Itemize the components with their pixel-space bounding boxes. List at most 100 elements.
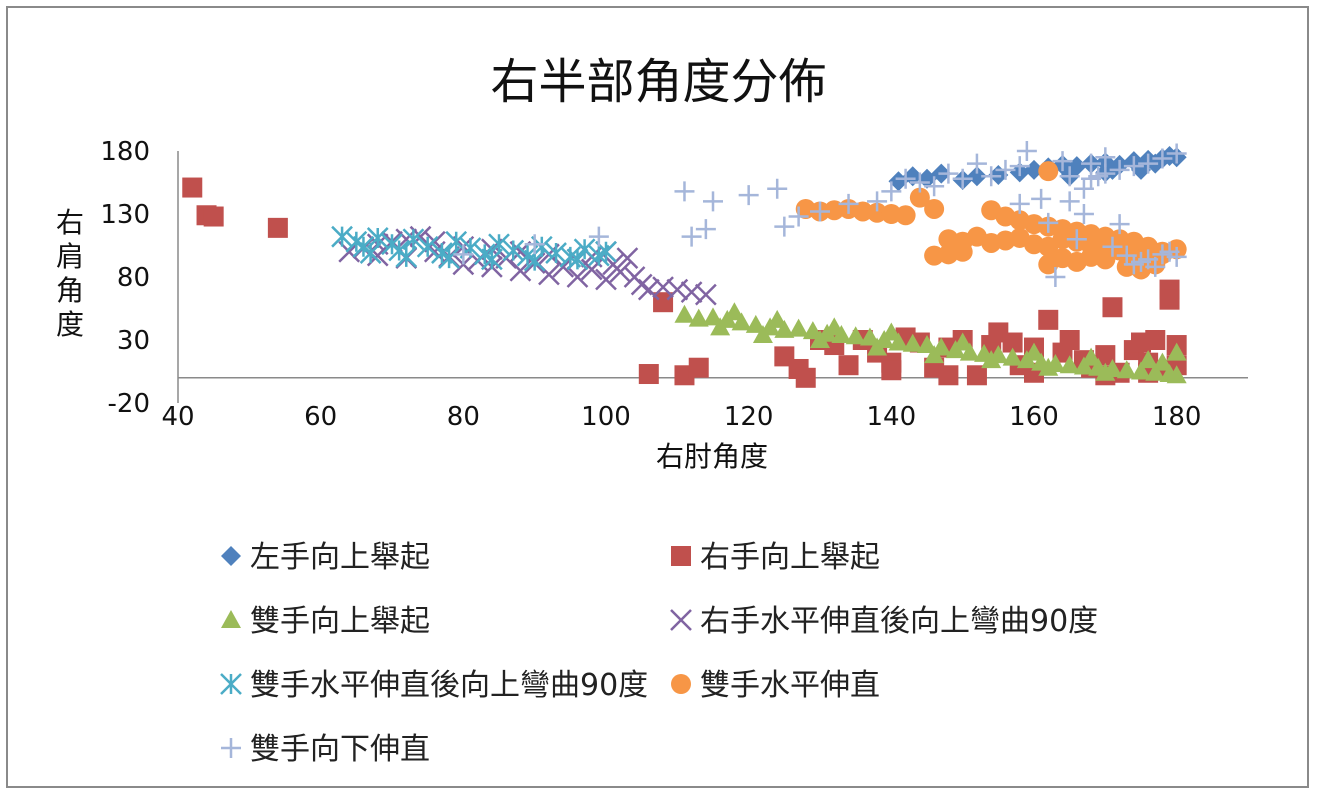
data-point <box>710 317 731 336</box>
data-point <box>1145 330 1166 350</box>
data-point <box>438 247 460 269</box>
data-point <box>1045 267 1066 287</box>
data-point <box>566 266 589 288</box>
data-point <box>767 178 788 199</box>
legend-marker-shape <box>671 546 691 566</box>
chart-title: 右半部角度分佈 <box>490 54 827 110</box>
x-tick-label: 120 <box>724 402 774 432</box>
legend-marker-icon <box>221 546 241 566</box>
data-point <box>480 248 503 271</box>
y-tick-label: 80 <box>117 263 150 293</box>
data-point <box>1038 309 1059 330</box>
data-point <box>680 281 703 304</box>
data-point <box>688 308 709 327</box>
data-point <box>767 309 788 328</box>
data-point <box>902 166 923 187</box>
legend-marker-icon <box>221 738 241 758</box>
data-point <box>694 283 717 306</box>
y-axis-label-char: 右 <box>56 206 84 239</box>
data-point <box>966 153 987 174</box>
legend-marker-shape <box>221 610 241 628</box>
data-point <box>881 322 902 341</box>
legend-marker-icon <box>221 610 241 628</box>
data-point <box>1073 204 1094 224</box>
x-tick-label: 160 <box>1009 402 1059 432</box>
y-tick-label: 180 <box>100 137 150 167</box>
data-point <box>1095 163 1116 184</box>
data-point <box>637 278 660 301</box>
data-point <box>1166 342 1187 361</box>
legend-marker-icon <box>671 546 691 566</box>
data-point <box>1102 297 1123 318</box>
data-point <box>938 365 959 386</box>
y-tick-label: 130 <box>100 200 150 230</box>
data-point <box>502 239 525 262</box>
data-point <box>416 235 439 258</box>
data-point <box>1024 342 1044 361</box>
data-point <box>674 304 695 323</box>
data-point <box>966 365 987 386</box>
data-point <box>1081 347 1102 366</box>
data-point <box>1059 355 1080 374</box>
data-points <box>182 141 1187 388</box>
legend-marker-shape <box>670 609 692 631</box>
data-point <box>1131 361 1151 380</box>
data-point <box>703 191 723 212</box>
data-point <box>331 225 353 248</box>
data-point <box>1145 256 1166 277</box>
data-point <box>909 172 930 193</box>
data-point <box>1095 249 1116 270</box>
data-point <box>867 337 888 356</box>
data-point <box>1116 360 1137 379</box>
data-point <box>995 159 1016 180</box>
data-point <box>630 273 653 296</box>
legend-marker-icon <box>671 674 691 694</box>
legend-label: 雙手向上舉起 <box>250 604 430 639</box>
legend-marker-icon <box>220 673 242 695</box>
data-point <box>1038 212 1059 233</box>
data-point <box>917 335 937 354</box>
data-point <box>1059 191 1080 212</box>
data-point <box>867 191 888 212</box>
data-point <box>267 217 288 238</box>
data-point <box>402 228 425 251</box>
data-point <box>845 326 866 345</box>
data-point <box>895 205 916 226</box>
legend-item: 雙手水平伸直 <box>668 660 880 704</box>
data-point <box>1109 159 1130 180</box>
data-point <box>774 319 795 338</box>
data-point <box>616 247 639 269</box>
data-point <box>774 216 795 237</box>
data-point <box>881 181 902 202</box>
chart-frame <box>6 6 1309 788</box>
data-point <box>545 242 567 264</box>
data-point <box>1138 350 1159 369</box>
data-point <box>1081 168 1102 189</box>
data-point <box>1009 193 1030 214</box>
data-point <box>1109 214 1130 235</box>
data-point <box>859 327 880 346</box>
axes: 180 130 80 30 -20 40 60 80 100 120 140 160 180 <box>100 137 1248 432</box>
x-axis-label: 右肘角度 <box>656 440 768 473</box>
data-point <box>724 302 745 321</box>
data-point <box>1002 332 1023 353</box>
data-point <box>695 219 716 240</box>
y-axis-label-char: 度 <box>56 308 84 341</box>
legend-label: 雙手向下伸直 <box>250 732 430 767</box>
y-tick-label: -20 <box>108 389 150 419</box>
data-point <box>795 367 816 388</box>
data-point <box>359 242 382 264</box>
data-point <box>924 176 945 197</box>
data-point <box>745 314 766 333</box>
legend-marker-shape <box>671 674 691 694</box>
data-point <box>674 181 695 202</box>
data-point <box>1166 365 1187 384</box>
legend-marker-shape <box>221 546 241 566</box>
legend-item: 雙手向上舉起 <box>218 596 430 640</box>
data-point <box>1152 148 1173 169</box>
data-point <box>981 350 1002 369</box>
data-point <box>524 234 545 255</box>
data-point <box>395 245 418 268</box>
